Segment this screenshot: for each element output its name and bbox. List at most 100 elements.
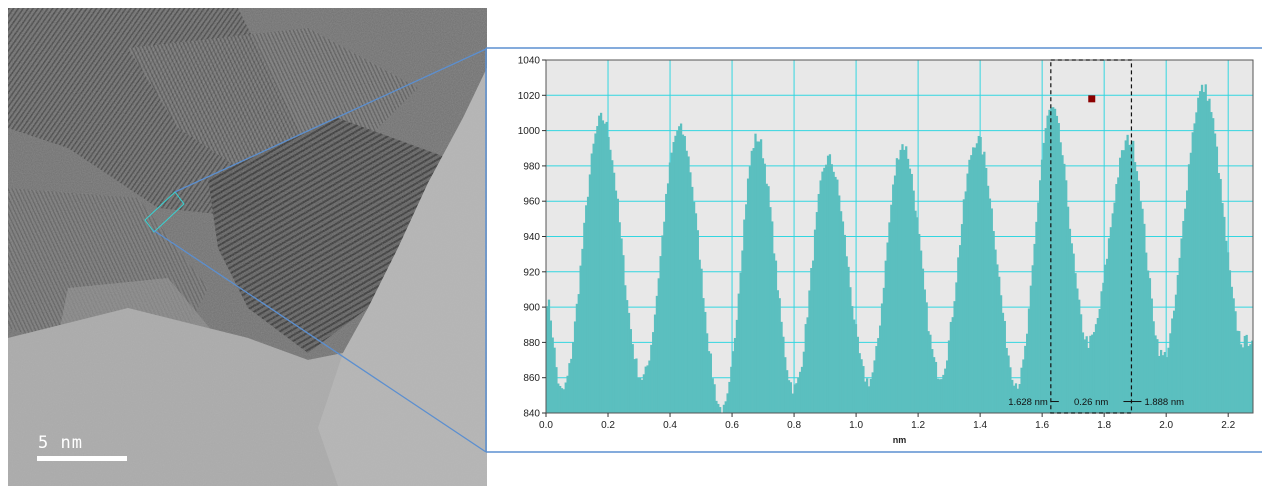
- profile-bar: [722, 404, 726, 413]
- tem-micrograph-image: [8, 8, 487, 486]
- profile-bar: [1122, 150, 1126, 414]
- profile-bar: [1128, 144, 1131, 413]
- profile-bar: [633, 359, 636, 413]
- profile-bar: [637, 377, 640, 413]
- profile-bar: [955, 282, 958, 413]
- profile-bar: [1029, 285, 1032, 413]
- profile-bar: [1182, 221, 1185, 413]
- profile-bar: [546, 306, 549, 413]
- profile-bar: [765, 183, 768, 413]
- profile-bar: [1132, 140, 1135, 414]
- profile-bar: [743, 219, 746, 413]
- marker-point: [1088, 95, 1096, 103]
- profile-bar: [588, 174, 592, 413]
- profile-bar: [832, 171, 835, 413]
- profile-bar: [698, 259, 701, 413]
- profile-bar: [1200, 84, 1204, 413]
- y-tick-label: 860: [523, 373, 540, 384]
- profile-bar: [1230, 286, 1233, 413]
- x-axis-title: nm: [893, 435, 907, 445]
- profile-bar: [735, 319, 739, 413]
- scale-bar-label: 5 nm: [38, 433, 83, 453]
- profile-bar: [983, 151, 986, 413]
- profile-bar: [957, 257, 960, 413]
- profile-bar: [959, 245, 962, 413]
- profile-bar: [962, 199, 966, 413]
- profile-bar: [579, 265, 582, 413]
- profile-bar: [806, 317, 809, 413]
- x-tick-label: 1.6: [1035, 420, 1049, 431]
- profile-bar: [942, 374, 945, 413]
- profile-bar: [1124, 140, 1127, 414]
- profile-bar: [813, 229, 817, 413]
- profile-bar: [823, 167, 826, 413]
- profile-bar: [614, 190, 618, 413]
- profile-bar: [1243, 335, 1246, 413]
- profile-bar: [585, 205, 588, 413]
- profile-bar: [1100, 291, 1103, 413]
- profile-bar: [730, 366, 733, 413]
- profile-bar: [964, 191, 967, 413]
- profile-bar: [691, 186, 694, 413]
- profile-bar: [672, 142, 675, 413]
- profile-bar: [1202, 91, 1206, 413]
- profile-bar: [1083, 339, 1086, 413]
- profile-bar: [1024, 345, 1027, 413]
- profile-bar: [769, 207, 772, 413]
- profile-bar: [797, 377, 800, 413]
- profile-bar: [728, 381, 731, 413]
- x-tick-label: 0.0: [539, 420, 553, 431]
- profile-bar: [1245, 334, 1248, 413]
- profile-bar: [1081, 332, 1085, 413]
- annotation-start-label: 1.628 nm: [1008, 397, 1048, 408]
- profile-bar: [754, 133, 757, 413]
- profile-bar: [726, 393, 729, 413]
- profile-bar: [683, 136, 686, 413]
- profile-bar: [1187, 164, 1191, 413]
- profile-bar: [551, 337, 554, 413]
- profile-bar: [1078, 299, 1081, 413]
- profile-bar: [1061, 155, 1064, 413]
- profile-bar: [1035, 221, 1038, 413]
- profile-bar: [903, 149, 906, 414]
- profile-bar: [601, 120, 605, 414]
- profile-bar: [1092, 332, 1096, 413]
- profile-bar: [826, 155, 830, 413]
- y-tick-label: 1000: [518, 126, 541, 137]
- profile-bar: [652, 332, 655, 413]
- profile-bar: [1040, 159, 1044, 413]
- profile-bar: [1020, 367, 1023, 413]
- profile-bar: [873, 360, 876, 413]
- profile-bar: [681, 134, 685, 413]
- profile-bar: [711, 378, 714, 413]
- profile-bar: [1094, 324, 1098, 413]
- profile-bar: [1197, 97, 1200, 413]
- profile-bar: [692, 201, 696, 413]
- x-tick-label: 2.0: [1159, 420, 1173, 431]
- profile-bar: [1085, 336, 1088, 413]
- profile-bar: [836, 179, 839, 413]
- y-tick-label: 880: [523, 338, 540, 349]
- profile-bar: [704, 311, 707, 413]
- profile-bar: [1022, 359, 1025, 413]
- profile-bar: [700, 268, 703, 413]
- profile-bar: [555, 367, 558, 413]
- profile-bar: [1096, 317, 1099, 413]
- x-tick-label: 0.8: [787, 420, 801, 431]
- profile-bar: [1247, 346, 1250, 413]
- profile-bar: [1241, 347, 1245, 413]
- profile-bar: [1204, 84, 1207, 413]
- profile-bar: [1098, 309, 1101, 413]
- profile-bar: [947, 340, 951, 413]
- y-tick-label: 900: [523, 303, 540, 314]
- profile-bar: [612, 172, 616, 413]
- profile-bar: [819, 180, 822, 413]
- profile-bar: [758, 141, 761, 413]
- profile-bar: [771, 221, 774, 413]
- profile-bar: [1135, 171, 1139, 413]
- profile-bar: [944, 368, 947, 413]
- profile-bar: [655, 295, 659, 413]
- profile-bar: [622, 255, 625, 413]
- profile-bar: [687, 156, 690, 413]
- profile-bar: [562, 389, 566, 413]
